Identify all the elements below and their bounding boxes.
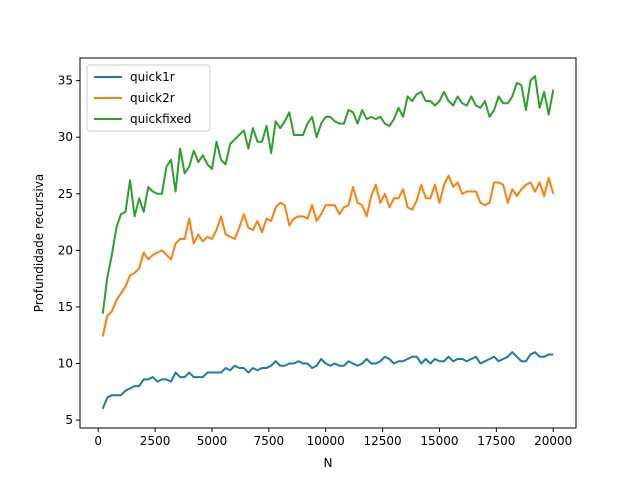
x-tick-label: 0 — [94, 434, 102, 448]
x-tick-label: 10000 — [307, 434, 345, 448]
y-tick-label: 20 — [58, 243, 73, 257]
legend-label-quick2r: quick2r — [130, 91, 175, 105]
series-line-quick1r — [101, 351, 554, 410]
x-tick-label: 20000 — [534, 434, 572, 448]
plot-layer — [101, 75, 555, 410]
x-tick-label: 12500 — [364, 434, 402, 448]
y-tick-label: 5 — [65, 413, 73, 427]
y-tick-label: 10 — [58, 357, 73, 371]
x-tick-label: 2500 — [140, 434, 171, 448]
legend-box — [86, 64, 211, 132]
x-axis-label: N — [324, 456, 333, 470]
y-tick-label: 35 — [58, 74, 73, 88]
y-tick-label: 25 — [58, 187, 73, 201]
y-tick-label: 15 — [58, 300, 73, 314]
legend-label-quick1r: quick1r — [130, 70, 175, 84]
x-tick-label: 7500 — [254, 434, 285, 448]
series-line-quickfixed — [101, 75, 555, 314]
y-tick-label: 30 — [58, 130, 73, 144]
series-line-quick2r — [101, 174, 555, 337]
tick-layer: 0 2500 5000 7500 10000 12500 15000 17500 20000 5 1… — [58, 74, 573, 448]
x-tick-label: 15000 — [420, 434, 458, 448]
y-axis-label: Profundidade recursiva — [32, 174, 46, 312]
x-tick-label: 5000 — [197, 434, 228, 448]
x-tick-label: 17500 — [477, 434, 515, 448]
axes-frame — [79, 57, 577, 429]
legend-label-quickfixed: quickfixed — [130, 112, 191, 126]
legend: quick1r quick2r quickfixed — [86, 64, 211, 132]
